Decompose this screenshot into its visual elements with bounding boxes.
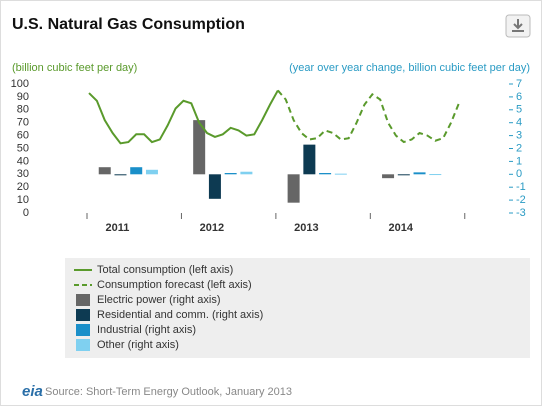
legend-label: Electric power (right axis) bbox=[97, 294, 220, 306]
y-tick-label: 40 bbox=[17, 155, 29, 167]
bar bbox=[382, 174, 395, 179]
y2-tick-label: -3 bbox=[516, 207, 526, 219]
chart-title: U.S. Natural Gas Consumption bbox=[12, 16, 245, 33]
y-tick-label: 90 bbox=[17, 91, 29, 103]
x-tick-label: 2012 bbox=[200, 222, 224, 234]
bar bbox=[334, 173, 347, 175]
y2-tick-label: -1 bbox=[516, 181, 526, 193]
y-tick-label: 100 bbox=[11, 78, 29, 90]
y2-tick-label: 5 bbox=[516, 104, 522, 116]
y-tick-label: 70 bbox=[17, 117, 29, 129]
line bbox=[277, 89, 460, 144]
legend-label: Residential and comm. (right axis) bbox=[97, 309, 263, 321]
y-axis-label: (billion cubic feet per day) bbox=[12, 62, 137, 74]
y-tick-label: 10 bbox=[17, 194, 29, 206]
x-tick-label: 2014 bbox=[389, 222, 414, 234]
bar bbox=[98, 167, 111, 175]
legend-label: Total consumption (left axis) bbox=[97, 264, 233, 276]
legend-label: Consumption forecast (left axis) bbox=[97, 279, 252, 291]
legend-swatch bbox=[76, 324, 90, 336]
y-tick-label: 30 bbox=[17, 168, 29, 180]
y2-tick-label: 2 bbox=[516, 142, 522, 154]
y2-tick-label: 6 bbox=[516, 91, 522, 103]
logo: eia bbox=[22, 383, 43, 400]
bar bbox=[413, 172, 426, 175]
bar bbox=[303, 144, 316, 175]
y2-tick-label: -2 bbox=[516, 194, 526, 206]
bar bbox=[130, 167, 143, 175]
bar bbox=[429, 174, 442, 176]
y-tick-label: 50 bbox=[17, 142, 29, 154]
bar bbox=[224, 173, 237, 175]
y-tick-label: 60 bbox=[17, 130, 29, 142]
legend-label: Industrial (right axis) bbox=[97, 324, 196, 336]
y2-tick-label: 1 bbox=[516, 155, 522, 167]
y2-axis-label: (year over year change, billion cubic fe… bbox=[289, 62, 530, 74]
bar bbox=[397, 174, 410, 176]
line bbox=[88, 89, 279, 145]
bar bbox=[114, 174, 127, 176]
y2-tick-label: 3 bbox=[516, 130, 522, 142]
download-button[interactable] bbox=[505, 14, 531, 38]
y2-tick-label: 0 bbox=[516, 168, 522, 180]
bar bbox=[193, 120, 206, 175]
bar bbox=[240, 171, 253, 175]
y2-tick-label: 7 bbox=[516, 78, 522, 90]
y2-tick-label: 4 bbox=[516, 117, 522, 129]
y-tick-label: 80 bbox=[17, 104, 29, 116]
legend-box bbox=[65, 258, 530, 358]
legend-swatch bbox=[76, 309, 90, 321]
y-tick-label: 20 bbox=[17, 181, 29, 193]
y-tick-label: 0 bbox=[23, 207, 29, 219]
source: Source: Short-Term Energy Outlook, Janua… bbox=[45, 386, 292, 398]
legend-label: Other (right axis) bbox=[97, 339, 179, 351]
legend-swatch bbox=[76, 339, 90, 351]
bar bbox=[208, 174, 221, 199]
x-tick-label: 2013 bbox=[294, 222, 318, 234]
legend-swatch bbox=[76, 294, 90, 306]
x-tick-label: 2011 bbox=[106, 222, 130, 234]
bar bbox=[287, 174, 300, 203]
bar bbox=[145, 169, 158, 175]
bar bbox=[319, 173, 332, 175]
